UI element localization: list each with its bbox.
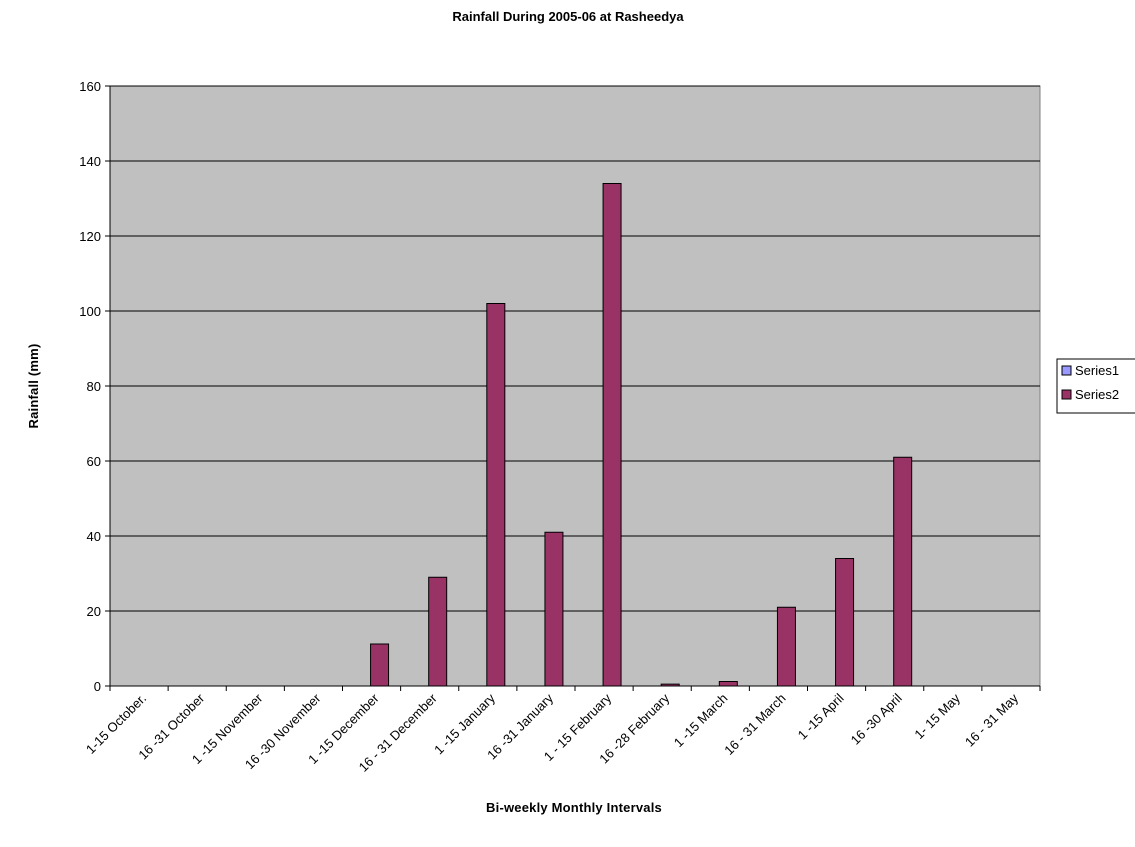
x-tick-label: 1 -15 April xyxy=(795,690,847,742)
y-tick-label: 120 xyxy=(79,229,101,244)
bar-series2 xyxy=(718,681,738,687)
y-tick-label: 20 xyxy=(87,604,101,619)
x-tick-label: 16 - 31 May xyxy=(962,690,1021,749)
y-tick-label: 140 xyxy=(79,154,101,169)
y-axis-title: Rainfall (mm) xyxy=(26,344,41,429)
bar-series2 xyxy=(544,531,564,687)
y-tick-label: 60 xyxy=(87,454,101,469)
bar-series2 xyxy=(835,558,855,687)
x-tick-label: 16 - 31 March xyxy=(721,691,788,758)
legend-swatch xyxy=(1061,389,1072,400)
bar-series2 xyxy=(776,606,796,687)
y-axis-ticks: 0 20 40 60 80 100 120 140 160 xyxy=(79,79,110,694)
grid-lines xyxy=(110,85,1040,612)
bar-series2 xyxy=(428,576,448,687)
legend-swatch xyxy=(1061,365,1072,376)
y-tick-label: 100 xyxy=(79,304,101,319)
bar-series2 xyxy=(486,303,506,687)
legend-label: Series1 xyxy=(1075,363,1119,378)
y-tick-label: 80 xyxy=(87,379,101,394)
bar-series2 xyxy=(370,643,390,687)
y-tick-label: 160 xyxy=(79,79,101,94)
y-tick-label: 40 xyxy=(87,529,101,544)
x-tick-label: 1 -15 March xyxy=(671,691,731,751)
legend: Series1 Series2 xyxy=(1056,358,1135,414)
y-tick-label: 0 xyxy=(94,679,101,694)
chart-title: Rainfall During 2005-06 at Rasheedya xyxy=(452,9,684,24)
x-tick-label: 1- 15 May xyxy=(911,690,963,742)
legend-label: Series2 xyxy=(1075,387,1119,402)
x-axis-title: Bi-weekly Monthly Intervals xyxy=(486,800,662,815)
x-tick-label: 16 -30 April xyxy=(848,690,905,747)
bar-series2 xyxy=(893,456,913,687)
bars xyxy=(370,183,913,687)
bar-series2 xyxy=(602,183,622,687)
